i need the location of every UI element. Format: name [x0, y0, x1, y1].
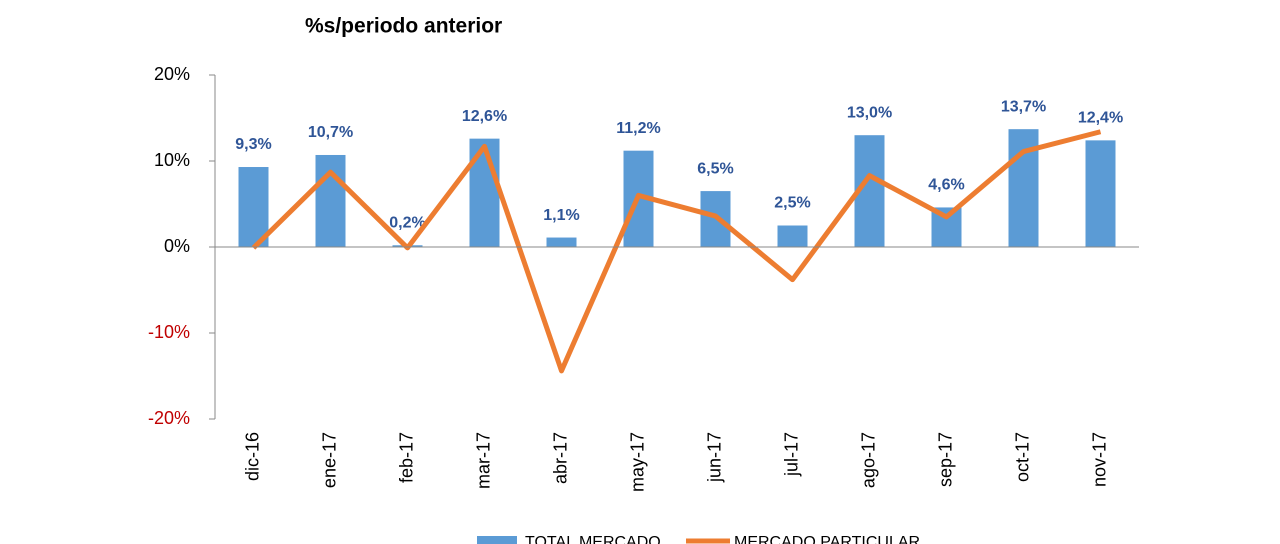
chart-title: %s/periodo anterior	[305, 15, 502, 38]
x-tick-label: nov-17	[1089, 432, 1109, 487]
legend-label: MERCADO PARTICULAR	[734, 534, 920, 544]
data-label: 12,4%	[1078, 110, 1123, 127]
y-tick-label: 20%	[154, 64, 190, 84]
y-tick-label: 10%	[154, 150, 190, 170]
x-tick-label: ago-17	[858, 432, 878, 488]
bar	[1085, 140, 1116, 247]
bar	[546, 237, 577, 247]
legend-swatch	[477, 536, 517, 544]
data-label: 6,5%	[697, 160, 733, 177]
data-label: 11,2%	[616, 120, 660, 137]
data-label: 2,5%	[774, 195, 810, 212]
x-tick-label: ene-17	[319, 432, 339, 488]
data-label: 12,6%	[462, 108, 507, 125]
x-tick-label: feb-17	[396, 432, 416, 483]
y-tick-label: -10%	[148, 322, 190, 342]
line	[251, 129, 1102, 374]
data-label: 13,7%	[1001, 98, 1046, 115]
y-tick-label: 0%	[164, 236, 190, 256]
bar	[777, 225, 808, 247]
x-tick-label: dic-16	[242, 432, 262, 481]
x-tick-label: mar-17	[473, 432, 493, 489]
data-label: 4,6%	[928, 177, 964, 194]
bar	[238, 167, 269, 247]
x-tick-label: jul-17	[781, 432, 801, 477]
legend-label: TOTAL MERCADO	[525, 534, 661, 544]
bar	[469, 138, 500, 247]
x-tick-label: sep-17	[935, 432, 955, 487]
x-tick-label: jun-17	[704, 432, 724, 483]
data-label: 10,7%	[308, 124, 353, 141]
bar	[315, 154, 346, 247]
x-tick-label: may-17	[627, 432, 647, 492]
x-tick-label: oct-17	[1012, 432, 1032, 482]
y-tick-label: -20%	[148, 408, 190, 428]
data-label: 0,2%	[389, 214, 425, 231]
x-tick-label: abr-17	[550, 432, 570, 484]
data-label: 1,1%	[543, 207, 579, 224]
data-label: 13,0%	[847, 104, 892, 121]
data-label: 9,3%	[235, 136, 271, 153]
